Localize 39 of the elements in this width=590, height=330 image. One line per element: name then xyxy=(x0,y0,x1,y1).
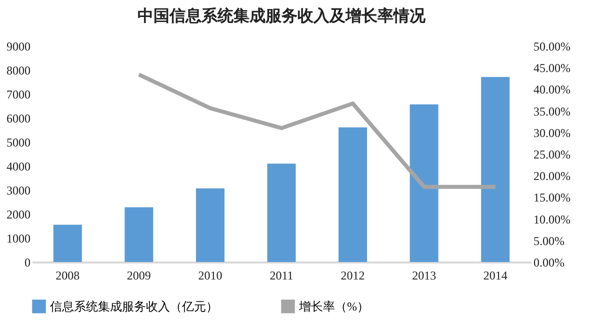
y2-tick-label: 25.00% xyxy=(534,148,570,162)
x-tick-label: 2008 xyxy=(56,268,80,282)
y-tick-label: 5000 xyxy=(6,136,30,150)
chart-title: 中国信息系统集成服务收入及增长率情况 xyxy=(138,6,426,25)
y2-tick-label: 0.00% xyxy=(534,256,564,270)
line-series xyxy=(136,72,498,189)
bar xyxy=(410,104,438,262)
x-tick-label: 2014 xyxy=(483,268,508,282)
y-tick-label: 3000 xyxy=(6,184,30,198)
y-tick-label: 1000 xyxy=(6,232,30,246)
y-tick-label: 4000 xyxy=(6,160,30,174)
bar xyxy=(124,207,154,262)
y2-tick-label: 40.00% xyxy=(534,82,570,97)
y-tick-label: 8000 xyxy=(6,64,30,78)
x-tick-label: 2012 xyxy=(340,268,365,282)
y-tick-label: 2000 xyxy=(6,208,30,222)
y-tick-label: 9000 xyxy=(6,40,30,54)
y2-tick-label: 45.00% xyxy=(534,61,570,76)
y2-tick-label: 20.00% xyxy=(534,169,570,184)
bar xyxy=(481,76,510,262)
bar xyxy=(196,188,224,262)
legend-label: 信息系统集成服务收入（亿元） xyxy=(50,299,218,314)
x-tick-label: 2010 xyxy=(198,268,222,282)
bar xyxy=(53,224,82,262)
bar xyxy=(267,164,296,262)
y-tick-label: 6000 xyxy=(6,112,30,126)
y2-tick-label: 15.00% xyxy=(534,190,570,205)
x-tick-label: 2013 xyxy=(412,268,436,282)
y2-tick-label: 35.00% xyxy=(534,104,570,118)
x-tick-label: 2011 xyxy=(270,268,294,282)
x-tick-label: 2009 xyxy=(126,268,151,282)
bar xyxy=(338,127,368,262)
y-tick-label: 0 xyxy=(24,256,30,270)
y-tick-label: 7000 xyxy=(6,88,30,102)
y2-tick-label: 30.00% xyxy=(534,126,570,140)
y2-tick-label: 10.00% xyxy=(534,212,570,226)
y2-tick-label: 50.00% xyxy=(534,40,570,54)
legend-label: 增长率（%） xyxy=(298,299,369,314)
y2-tick-label: 5.00% xyxy=(534,234,564,248)
